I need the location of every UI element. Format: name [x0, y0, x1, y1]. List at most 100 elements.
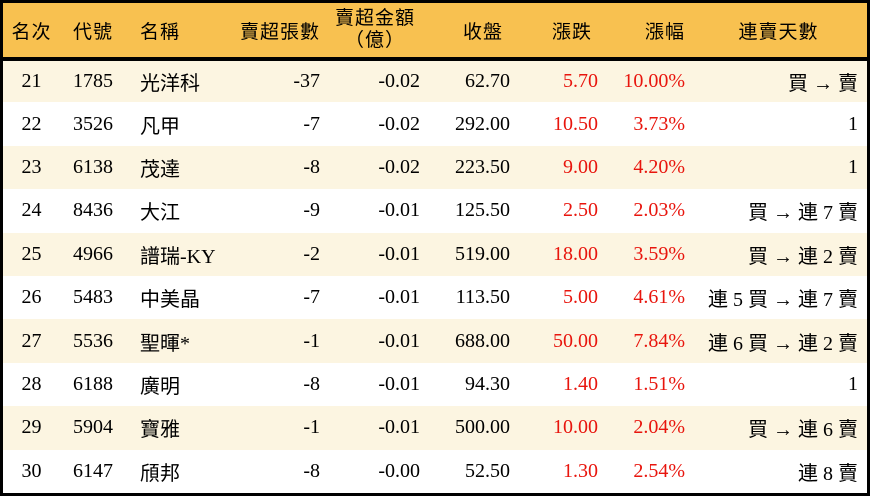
cell-stock-code: 1785 [73, 70, 113, 93]
header-sell-amount-line1: 賣超金額 [334, 7, 415, 29]
cell-sell-volume: -1 [303, 329, 320, 352]
header-sell-amount-line2: （億） [344, 30, 405, 51]
cell-change-pct: 1.51% [633, 372, 685, 395]
cell-sell-volume: -7 [303, 112, 320, 135]
cell-rank: 25 [21, 242, 42, 265]
cell-sell-amount: -0.01 [378, 286, 420, 309]
cell-sell-streak: 買 → 連 2 賣 [748, 245, 858, 268]
cell-stock-name: 頎邦 [140, 462, 180, 485]
cell-change: 10.00 [553, 416, 598, 439]
cell-close-price: 223.50 [455, 155, 510, 178]
cell-sell-amount: -0.02 [378, 70, 420, 93]
cell-rank: 27 [21, 329, 42, 352]
cell-sell-streak: 買 → 連 7 賣 [748, 202, 858, 225]
cell-stock-code: 5483 [73, 286, 113, 309]
table-row: 30 6147 頎邦 -8 -0.00 52.50 1.30 2.54% 連 8… [3, 449, 867, 493]
cell-rank: 30 [21, 459, 42, 482]
sell-ranking-table: 名次 代號 名稱 賣超張數 賣超金額 （億） 收盤 漲跌 漲幅 連賣天數 21 1… [3, 3, 867, 493]
header-sell-amount: 賣超金額 （億） [325, 3, 425, 61]
header-change: 漲跌 [515, 3, 603, 61]
cell-stock-name: 光洋科 [140, 73, 200, 96]
cell-sell-volume: -1 [303, 416, 320, 439]
cell-sell-streak: 買 → 連 6 賣 [748, 419, 858, 442]
cell-sell-volume: -9 [303, 199, 320, 222]
cell-change-pct: 3.73% [633, 112, 685, 135]
cell-stock-code: 8436 [73, 199, 113, 222]
cell-stock-code: 4966 [73, 242, 113, 265]
cell-change: 2.50 [563, 199, 598, 222]
cell-rank: 24 [21, 199, 42, 222]
cell-sell-amount: -0.01 [378, 199, 420, 222]
cell-rank: 29 [21, 416, 42, 439]
table-row: 26 5483 中美晶 -7 -0.01 113.50 5.00 4.61% 連… [3, 275, 867, 320]
cell-sell-volume: -8 [303, 372, 320, 395]
table-body: 21 1785 光洋科 -37 -0.02 62.70 5.70 10.00% … [3, 59, 867, 493]
header-code: 代號 [60, 3, 126, 61]
table-row: 24 8436 大江 -9 -0.01 125.50 2.50 2.03% 買 … [3, 189, 867, 233]
cell-change: 5.70 [563, 70, 598, 93]
cell-sell-amount: -0.02 [378, 155, 420, 178]
table-row: 29 5904 寶雅 -1 -0.01 500.00 10.00 2.04% 買… [3, 406, 867, 450]
header-sell-volume: 賣超張數 [235, 3, 325, 61]
cell-rank: 28 [21, 372, 42, 395]
cell-close-price: 113.50 [455, 286, 510, 309]
cell-change-pct: 4.61% [633, 286, 685, 309]
header-row: 名次 代號 名稱 賣超張數 賣超金額 （億） 收盤 漲跌 漲幅 連賣天數 [3, 3, 867, 61]
cell-sell-volume: -2 [303, 242, 320, 265]
cell-close-price: 292.00 [455, 112, 510, 135]
cell-sell-volume: -7 [303, 286, 320, 309]
cell-change-pct: 7.84% [633, 329, 685, 352]
cell-sell-streak: 1 [848, 372, 858, 395]
cell-close-price: 52.50 [465, 459, 510, 482]
cell-stock-name: 大江 [140, 202, 180, 225]
cell-change-pct: 10.00% [623, 70, 685, 93]
cell-sell-streak: 買 → 賣 [788, 73, 858, 96]
cell-close-price: 62.70 [465, 70, 510, 93]
cell-stock-name: 凡甲 [140, 115, 180, 138]
cell-stock-code: 5536 [73, 329, 113, 352]
cell-change: 50.00 [553, 329, 598, 352]
cell-stock-name: 聖暉* [140, 332, 190, 355]
cell-change-pct: 3.59% [633, 242, 685, 265]
table-row: 22 3526 凡甲 -7 -0.02 292.00 10.50 3.73% 1 [3, 102, 867, 146]
cell-sell-streak: 連 8 賣 [798, 462, 858, 485]
cell-rank: 23 [21, 155, 42, 178]
header-close: 收盤 [425, 3, 515, 61]
cell-stock-code: 6138 [73, 155, 113, 178]
cell-sell-amount: -0.01 [378, 329, 420, 352]
cell-sell-amount: -0.01 [378, 416, 420, 439]
header-rank: 名次 [3, 3, 60, 61]
cell-rank: 22 [21, 112, 42, 135]
cell-change: 5.00 [563, 286, 598, 309]
cell-close-price: 94.30 [465, 372, 510, 395]
cell-sell-amount: -0.00 [378, 459, 420, 482]
cell-sell-streak: 1 [848, 155, 858, 178]
cell-stock-code: 6147 [73, 459, 113, 482]
cell-change-pct: 2.03% [633, 199, 685, 222]
table-row: 28 6188 廣明 -8 -0.01 94.30 1.40 1.51% 1 [3, 362, 867, 407]
cell-stock-code: 6188 [73, 372, 113, 395]
cell-stock-code: 5904 [73, 416, 113, 439]
cell-close-price: 688.00 [455, 329, 510, 352]
cell-sell-amount: -0.01 [378, 372, 420, 395]
table-row: 25 4966 譜瑞-KY -2 -0.01 519.00 18.00 3.59… [3, 232, 867, 276]
cell-close-price: 500.00 [455, 416, 510, 439]
cell-sell-streak: 連 5 買 → 連 7 賣 [708, 289, 858, 312]
cell-change: 9.00 [563, 155, 598, 178]
cell-stock-name: 廣明 [140, 375, 180, 398]
table-row: 27 5536 聖暉* -1 -0.01 688.00 50.00 7.84% … [3, 319, 867, 363]
cell-stock-name: 譜瑞-KY [140, 245, 216, 268]
cell-sell-volume: -8 [303, 459, 320, 482]
cell-sell-streak: 1 [848, 112, 858, 135]
cell-stock-name: 寶雅 [140, 419, 180, 442]
cell-stock-name: 中美晶 [140, 289, 200, 312]
table-row: 21 1785 光洋科 -37 -0.02 62.70 5.70 10.00% … [3, 59, 867, 103]
cell-sell-volume: -8 [303, 155, 320, 178]
cell-sell-streak: 連 6 買 → 連 2 賣 [708, 332, 858, 355]
cell-sell-amount: -0.02 [378, 112, 420, 135]
cell-close-price: 125.50 [455, 199, 510, 222]
header-change-pct: 漲幅 [603, 3, 690, 61]
cell-sell-amount: -0.01 [378, 242, 420, 265]
cell-change: 10.50 [553, 112, 598, 135]
